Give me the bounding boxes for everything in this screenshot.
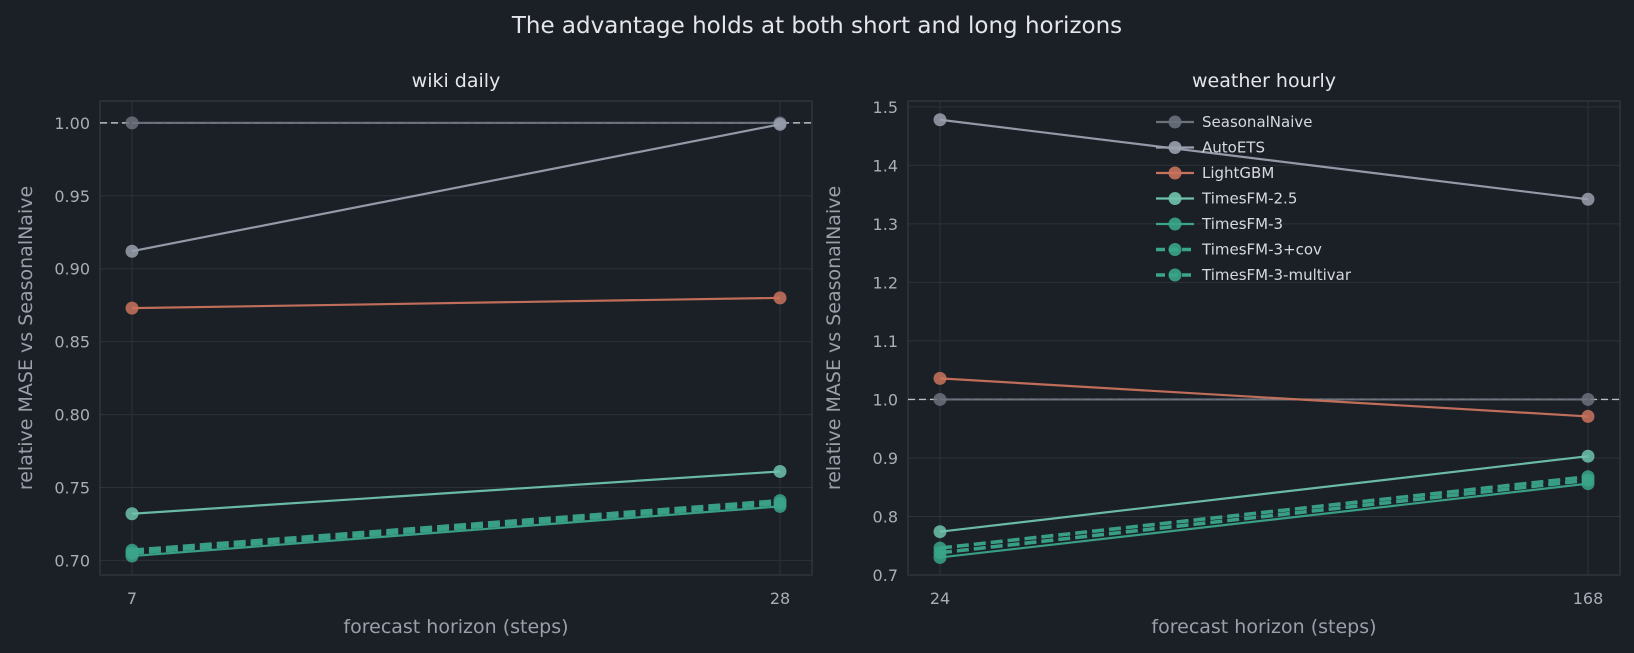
legend-swatch-marker (1168, 166, 1182, 180)
point-seasonalnaive (125, 116, 139, 130)
series-line-timesfm-3-cov (939, 478, 1589, 555)
point-timesfm-2-5 (125, 507, 139, 521)
y-tick-label: 0.70 (54, 551, 90, 570)
series-line-timesfm-2-5 (131, 470, 781, 515)
plot-frame (907, 100, 1621, 576)
series-line-timesfm-3 (939, 482, 1589, 559)
y-tick-label: 1.00 (54, 114, 90, 133)
panel-title: weather hourly (1192, 70, 1336, 92)
y-tick-label: 0.95 (54, 187, 90, 206)
point-lightgbm (125, 301, 139, 315)
legend-swatch-marker (1168, 141, 1182, 154)
legend: SeasonalNaive AutoETS LightGBM TimesFM-2.5 T… (1156, 113, 1352, 284)
legend-label-timesfm-3-cov: TimesFM-3+cov (1201, 241, 1322, 259)
plot-frame (99, 100, 813, 576)
point-lightgbm (1581, 409, 1595, 423)
point-timesfm-3-multivar (933, 541, 947, 555)
panel-title: wiki daily (412, 70, 501, 92)
point-timesfm-3-multivar (1581, 470, 1595, 484)
point-seasonalnaive (1581, 392, 1595, 406)
series-line-autoets (131, 123, 781, 253)
legend-swatch-marker (1168, 243, 1182, 256)
legend-label-timesfm-2-5: TimesFM-2.5 (1201, 190, 1297, 208)
y-tick-label: 0.8 (873, 507, 898, 526)
series-group (933, 113, 1595, 564)
point-timesfm-2-5 (1581, 449, 1595, 463)
point-autoets (773, 117, 787, 131)
series-line-timesfm-2-5 (939, 455, 1589, 533)
y-tick-label: 1.3 (873, 215, 898, 234)
series-group (125, 116, 787, 563)
series-line-autoets (939, 118, 1589, 201)
y-tick-label: 0.85 (54, 333, 90, 352)
point-timesfm-3-multivar (125, 543, 139, 557)
panel-weather-hourly: 0.7 0.8 0.9 1.0 1.1 1.2 1.3 1.4 1.5 24 168 weather… (823, 70, 1621, 638)
y-tick-label: 0.9 (873, 449, 898, 468)
y-tick-label: 0.80 (54, 406, 90, 425)
tick-labels: 0.70 0.75 0.80 0.85 0.90 0.95 1.00 7 28 (54, 114, 790, 608)
point-lightgbm (773, 291, 787, 305)
legend-swatch-marker (1168, 115, 1182, 129)
legend-label-timesfm-3-multivar: TimesFM-3-multivar (1201, 266, 1352, 284)
point-lightgbm (933, 371, 947, 385)
series-line-timesfm-3 (131, 505, 781, 558)
x-tick-label: 168 (1573, 589, 1604, 608)
series-line-timesfm-3-multivar (939, 474, 1589, 550)
figure-title: The advantage holds at both short and lo… (511, 13, 1122, 39)
y-axis-label: relative MASE vs SeasonalNaive (823, 186, 845, 490)
legend-label-seasonalnaive: SeasonalNaive (1202, 113, 1313, 131)
series-line-lightgbm (939, 377, 1589, 418)
panel-wiki-daily: 0.70 0.75 0.80 0.85 0.90 0.95 1.00 7 28 wiki dai… (15, 70, 813, 638)
point-autoets (933, 113, 947, 127)
x-axis-label: forecast horizon (steps) (343, 616, 568, 638)
point-timesfm-2-5 (933, 525, 947, 539)
y-tick-label: 0.90 (54, 260, 90, 279)
y-tick-label: 1.4 (873, 156, 898, 175)
y-tick-label: 0.7 (873, 566, 898, 585)
legend-label-lightgbm: LightGBM (1202, 164, 1274, 182)
point-autoets (125, 244, 139, 258)
series-line-lightgbm (131, 296, 781, 310)
x-tick-label: 28 (770, 589, 790, 608)
y-tick-label: 1.5 (873, 98, 898, 117)
legend-label-timesfm-3: TimesFM-3 (1201, 215, 1283, 233)
x-tick-label: 7 (127, 589, 137, 608)
legend-swatch-marker (1168, 192, 1182, 205)
x-tick-label: 24 (930, 589, 950, 608)
y-tick-label: 1.0 (873, 390, 898, 409)
point-autoets (1581, 192, 1595, 206)
panel-grid (99, 100, 813, 576)
point-timesfm-3-multivar (773, 494, 787, 508)
y-axis-label: relative MASE vs SeasonalNaive (15, 186, 37, 490)
y-tick-label: 0.75 (54, 478, 90, 497)
y-tick-label: 1.2 (873, 273, 898, 292)
x-axis-label: forecast horizon (steps) (1151, 616, 1376, 638)
legend-label-autoets: AutoETS (1202, 139, 1265, 157)
point-timesfm-2-5 (773, 464, 787, 478)
y-tick-label: 1.1 (873, 332, 898, 351)
series-line-timesfm-3-cov (131, 501, 781, 555)
tick-labels: 0.7 0.8 0.9 1.0 1.1 1.2 1.3 1.4 1.5 24 168 (873, 98, 1604, 608)
series-line-timesfm-3-multivar (131, 498, 781, 553)
legend-swatch-marker (1168, 268, 1182, 282)
point-seasonalnaive (933, 392, 947, 406)
legend-swatch-marker (1168, 217, 1182, 231)
